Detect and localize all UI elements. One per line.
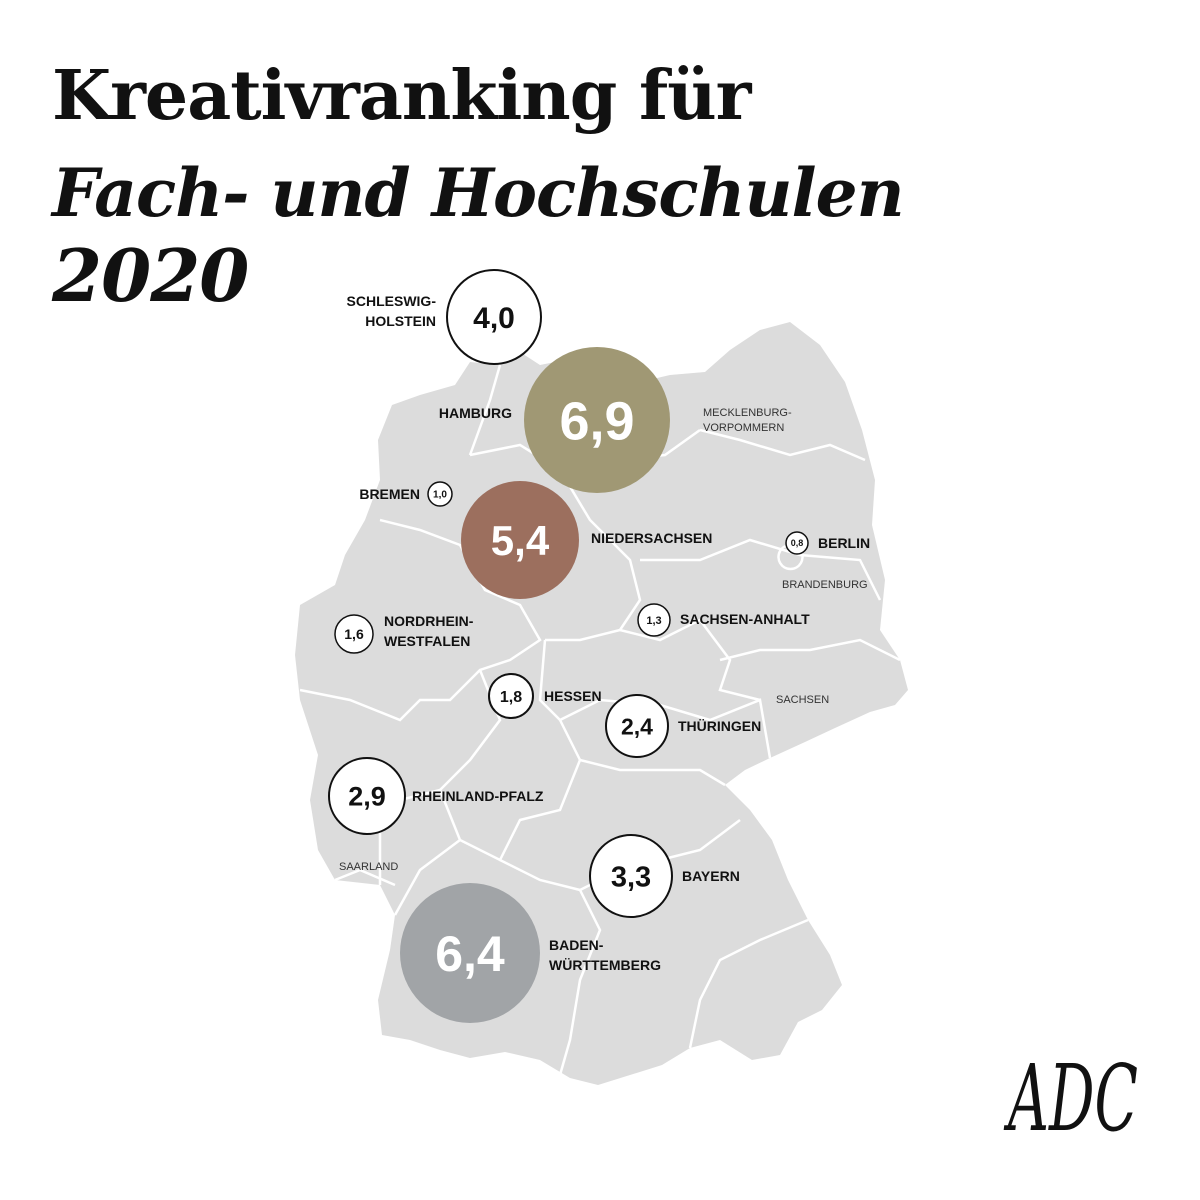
value-text-bremen: 1,0 (433, 490, 447, 501)
value-circle-berlin (785, 531, 809, 555)
region-label-schleswig-holstein: HOLSTEIN (365, 313, 436, 329)
region-label-rheinland-pfalz: RHEINLAND-PFALZ (412, 788, 544, 804)
region-label-sachsen-anhalt: SACHSEN-ANHALT (680, 611, 810, 627)
region-label-schleswig-holstein: SCHLESWIG- (347, 293, 437, 309)
region-berlin: 0,8 BERLIN (785, 531, 870, 555)
region-niedersachsen: 5,4 NIEDERSACHSEN (461, 481, 712, 599)
adc-monogram-logo: ADC (1003, 1050, 1138, 1140)
value-text-thueringen: 2,4 (621, 713, 653, 739)
plain-region-labels: MECKLENBURG- VORPOMMERN BRANDENBURG SACHSEN… (339, 407, 868, 873)
plain-label-sachsen: SACHSEN (776, 694, 829, 706)
region-label-niedersachsen: NIEDERSACHSEN (591, 530, 712, 546)
value-circle-schleswig-holstein (446, 269, 542, 365)
region-bayern: 3,3 BAYERN (589, 834, 740, 918)
value-circle-nordrhein-westfalen (334, 614, 374, 654)
region-label-baden-wuerttemberg: BADEN- (549, 937, 604, 953)
region-rheinland-pfalz: 2,9 RHEINLAND-PFALZ (328, 757, 544, 835)
plain-label-mecklenburg-vorpommern: VORPOMMERN (703, 422, 784, 434)
region-label-nordrhein-westfalen: WESTFALEN (384, 633, 470, 649)
region-schleswig-holstein: 4,0 SCHLESWIG- HOLSTEIN (347, 269, 542, 365)
region-label-nordrhein-westfalen: NORDRHEIN- (384, 613, 474, 629)
region-label-hamburg: HAMBURG (439, 405, 512, 421)
region-label-berlin: BERLIN (818, 535, 870, 551)
value-text-nordrhein-westfalen: 1,6 (344, 626, 364, 642)
value-text-hamburg: 6,9 (559, 391, 634, 451)
value-text-bayern: 3,3 (611, 861, 651, 893)
plain-label-mecklenburg-vorpommern: MECKLENBURG- (703, 407, 792, 419)
region-baden-wuerttemberg: 6,4 BADEN- WÜRTTEMBERG (400, 883, 661, 1023)
region-bremen: 1,0 BREMEN (359, 481, 453, 507)
value-circle-hessen (488, 673, 534, 719)
value-circle-baden-wuerttemberg (400, 883, 540, 1023)
title-line-2: Fach- und Hochschulen (52, 154, 905, 232)
region-thueringen: 2,4 THÜRINGEN (605, 694, 761, 758)
plain-label-saarland: SAARLAND (339, 861, 398, 873)
value-text-schleswig-holstein: 4,0 (473, 302, 515, 335)
value-text-rheinland-pfalz: 2,9 (348, 782, 386, 812)
region-label-thueringen: THÜRINGEN (678, 718, 761, 734)
value-text-niedersachsen: 5,4 (491, 517, 550, 564)
plain-label-brandenburg: BRANDENBURG (782, 579, 868, 591)
region-sachsen-anhalt: 1,3 SACHSEN-ANHALT (637, 603, 810, 637)
value-text-baden-wuerttemberg: 6,4 (435, 926, 505, 982)
title-line-3: 2020 (52, 233, 249, 318)
region-label-bremen: BREMEN (359, 486, 420, 502)
region-label-bayern: BAYERN (682, 868, 740, 884)
value-text-hessen: 1,8 (500, 689, 522, 706)
region-label-baden-wuerttemberg: WÜRTTEMBERG (549, 957, 661, 973)
value-circle-bremen (427, 481, 453, 507)
value-circle-sachsen-anhalt (637, 603, 671, 637)
value-circle-niedersachsen (461, 481, 579, 599)
logo-text: ADC (1003, 1050, 1138, 1140)
value-circle-bayern (589, 834, 673, 918)
value-circle-rheinland-pfalz (328, 757, 406, 835)
value-circle-hamburg (524, 347, 670, 493)
region-hessen: 1,8 HESSEN (488, 673, 602, 719)
region-markers: 4,0 SCHLESWIG- HOLSTEIN 6,9 HAMBURG 1,0 BREMEN… (328, 269, 870, 1023)
region-label-hessen: HESSEN (544, 688, 602, 704)
region-hamburg: 6,9 HAMBURG (439, 347, 670, 493)
value-text-berlin: 0,8 (791, 538, 804, 548)
value-circle-thueringen (605, 694, 669, 758)
value-text-sachsen-anhalt: 1,3 (646, 615, 661, 627)
title-line-1: Kreativranking für (52, 56, 751, 136)
region-nordrhein-westfalen: 1,6 NORDRHEIN- WESTFALEN (334, 613, 474, 654)
